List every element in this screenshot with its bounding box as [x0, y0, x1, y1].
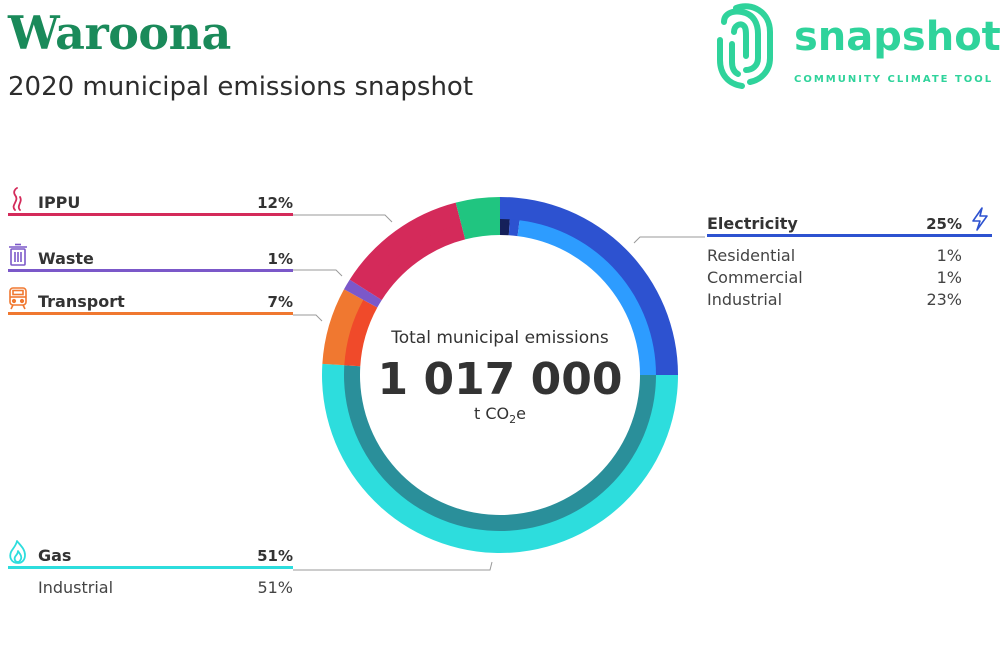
inner-slice-electricity-industrial [517, 220, 656, 375]
unit-subscript: 2 [509, 413, 517, 427]
legend-electricity-sub-pct: 1% [936, 268, 962, 287]
inner-slice-ippu [368, 223, 466, 300]
legend-gas-name: Gas [38, 546, 72, 565]
logo-tagline: COMMUNITY CLIMATE TOOL [794, 74, 994, 85]
lightning-icon [972, 207, 988, 231]
legend-electricity-sub-pct: 1% [936, 246, 962, 265]
page-title: Waroona [8, 6, 231, 60]
outer-ring [322, 197, 678, 554]
center-caption: Total municipal emissions [391, 328, 609, 348]
legend-electricity-sub-commercial: Commercial 1% [707, 268, 962, 287]
outer-slice-waste [344, 279, 370, 301]
leader-line-electricity [633, 236, 705, 244]
outer-slice-other [455, 197, 500, 225]
legend-electricity-sub-name: Commercial [707, 268, 803, 287]
unit-prefix: t CO [474, 404, 510, 423]
legend-ippu-rule [8, 213, 293, 216]
legend-gas: Gas 51% [8, 540, 293, 569]
inner-slice-other [461, 219, 500, 240]
legend-electricity-sub-industrial: Industrial 23% [707, 290, 962, 309]
legend-electricity-sub-name: Industrial [707, 290, 783, 309]
legend-electricity-rule [707, 234, 992, 237]
bin-icon [9, 243, 27, 266]
total-emissions-unit: t CO2e [350, 404, 650, 426]
legend-transport-pct: 7% [267, 293, 293, 311]
legend-gas-sub-pct: 51% [257, 578, 293, 597]
fingerprint-logo-icon [717, 3, 773, 89]
page-subtitle: 2020 municipal emissions snapshot [8, 72, 474, 102]
legend-electricity-sub-name: Residential [707, 246, 796, 265]
legend-electricity: Electricity 25% [707, 207, 992, 237]
total-emissions-value: 1 017 000 [377, 354, 623, 405]
legend-gas-rule [8, 566, 293, 569]
legend-electricity-sub-residential: Residential 1% [707, 246, 962, 265]
leader-line-gas [293, 561, 493, 571]
outer-slice-transport [322, 289, 365, 366]
legend-ippu: IPPU 12% [8, 187, 293, 216]
legend-ippu-name: IPPU [38, 193, 81, 212]
snapshot-logo: snapshot COMMUNITY CLIMATE TOOL [712, 0, 1000, 92]
legend-transport-rule [8, 312, 293, 315]
outer-slice-electricity [500, 197, 678, 375]
inner-slice-waste [363, 291, 382, 308]
legend-transport-name: Transport [38, 292, 125, 311]
legend-transport: Transport 7% [8, 287, 293, 315]
unit-suffix: e [516, 404, 526, 423]
legend-waste-rule [8, 269, 293, 272]
legend-gas-pct: 51% [257, 547, 293, 565]
leader-lines [293, 214, 705, 571]
legend-waste-pct: 1% [267, 250, 293, 268]
inner-ring [344, 219, 656, 532]
legend-electricity-name: Electricity [707, 214, 798, 233]
logo-wordmark: snapshot [794, 14, 1000, 60]
leader-line-waste [293, 269, 343, 277]
outer-slice-ippu [349, 202, 462, 292]
leader-line-transport [293, 314, 323, 322]
legend-gas-sub-industrial: Industrial 51% [38, 578, 293, 597]
flame-icon [9, 540, 26, 564]
inner-slice-transport [344, 299, 378, 367]
legend-ippu-pct: 12% [257, 194, 293, 212]
inner-slice-electricity-residential [500, 219, 510, 236]
legend-waste: Waste 1% [8, 243, 293, 272]
inner-slice-electricity-commercial [508, 219, 520, 237]
legend-waste-name: Waste [38, 249, 94, 268]
train-icon [9, 287, 27, 310]
legend-electricity-sub-pct: 23% [926, 290, 962, 309]
leader-line-ippu [293, 214, 393, 223]
legend-gas-sub-name: Industrial [38, 578, 114, 597]
outer-slice-gas [322, 363, 678, 554]
smoke-icon [12, 187, 22, 211]
legend-electricity-pct: 25% [926, 215, 962, 233]
